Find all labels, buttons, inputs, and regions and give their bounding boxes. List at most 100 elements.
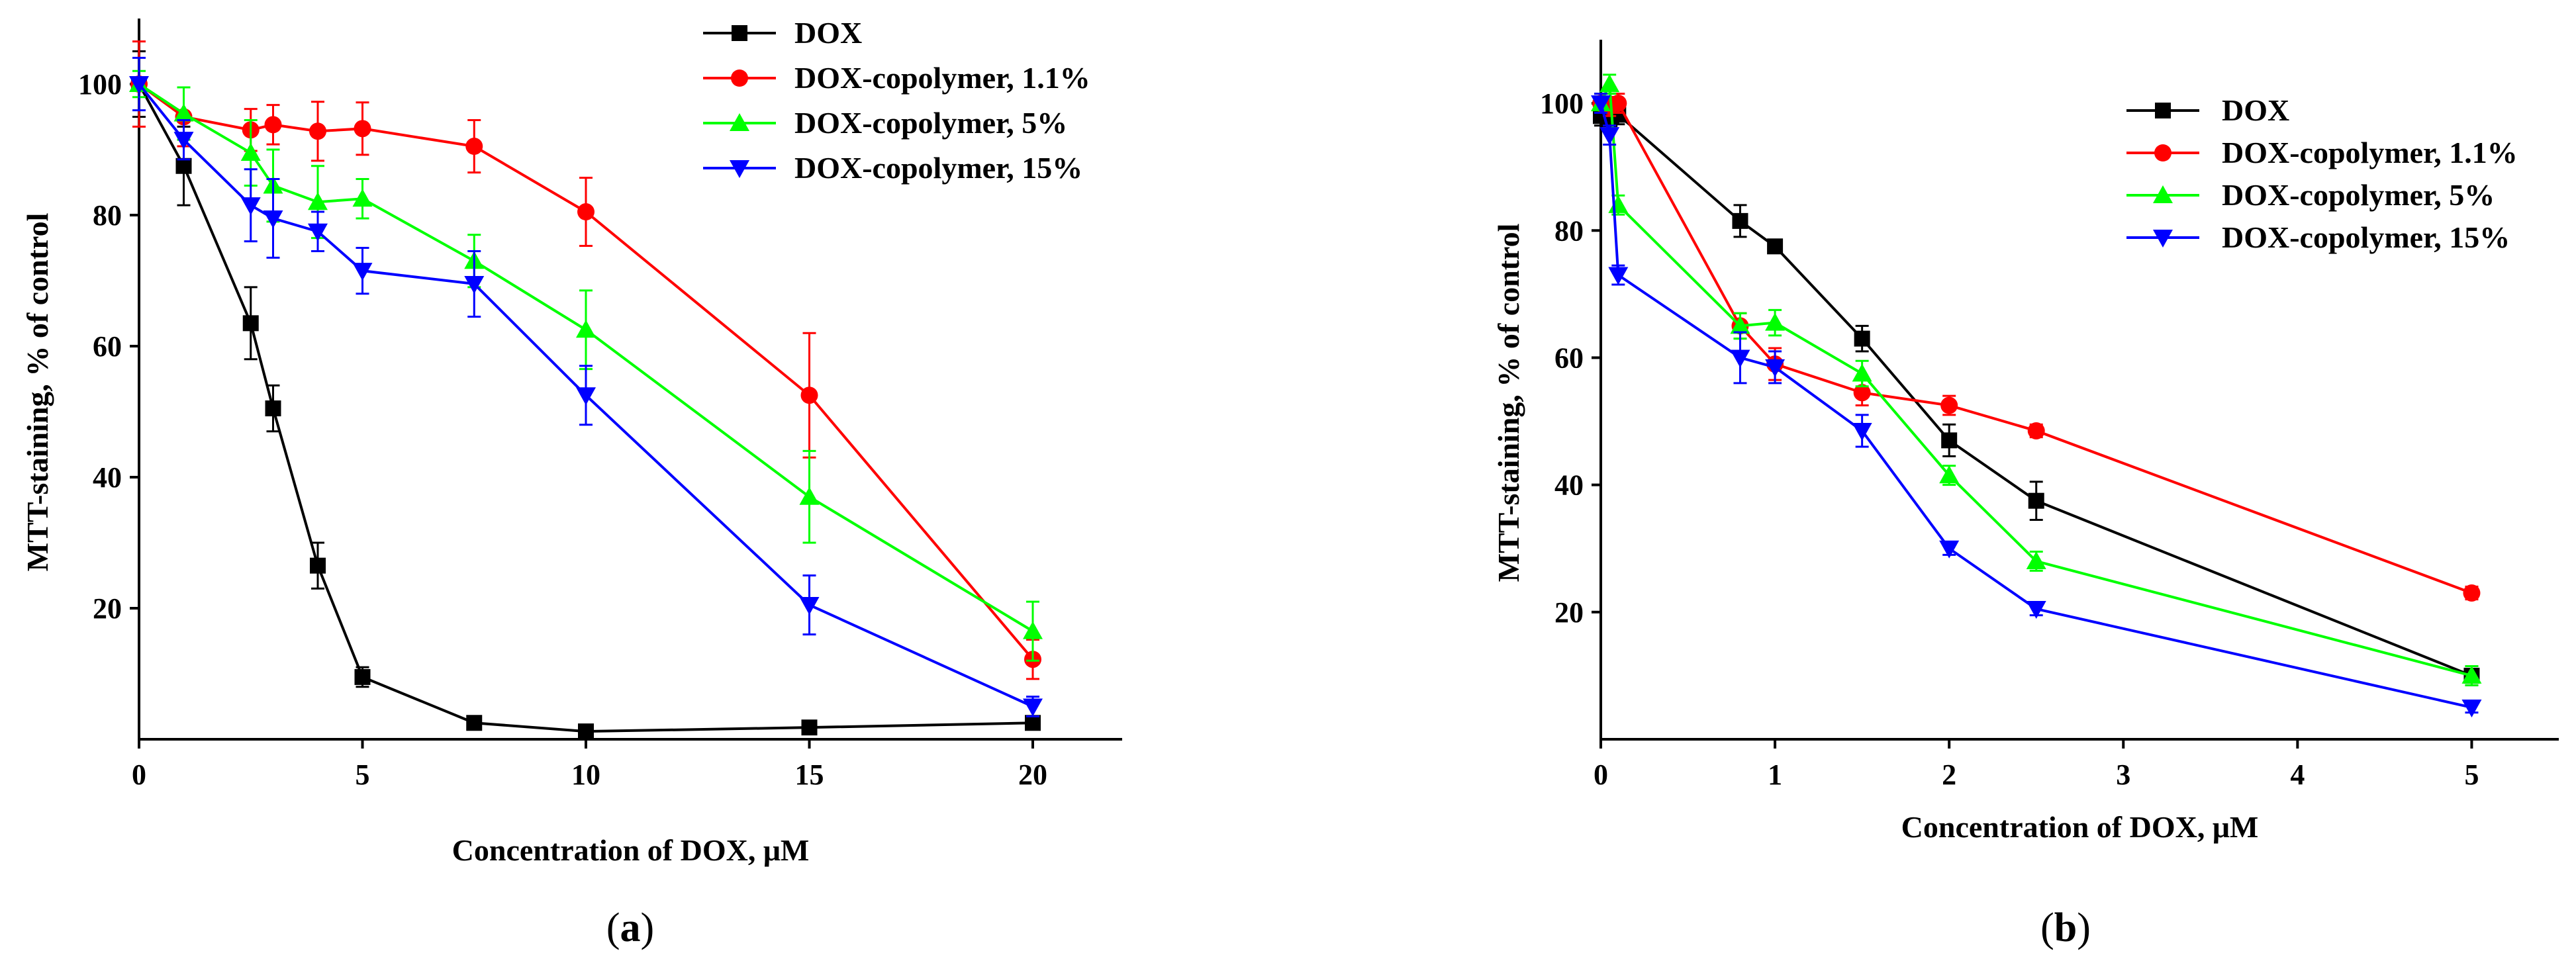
data-point: [2463, 584, 2481, 602]
y-tick-label: 100: [1540, 87, 1584, 120]
panel-label-close: ): [2077, 905, 2091, 950]
x-tick-label: 3: [2116, 758, 2130, 791]
legend-marker: [730, 113, 749, 131]
data-point: [2461, 699, 2482, 717]
x-axis-title: Concentration of DOX, μM: [452, 833, 810, 867]
data-point: [2026, 601, 2046, 619]
data-point: [1608, 195, 1629, 213]
legend-marker: [2153, 185, 2173, 203]
panel-label-open: (: [2040, 905, 2054, 950]
legend-label: DOX-copolymer, 1.1%: [2222, 136, 2518, 169]
data-point: [352, 189, 373, 207]
data-point: [2026, 551, 2046, 569]
data-point: [173, 132, 194, 150]
data-point: [577, 203, 595, 221]
panel-label-open: (: [606, 905, 620, 950]
data-point: [1852, 422, 1872, 441]
legend-label: DOX: [794, 16, 862, 50]
data-point: [1599, 127, 1620, 146]
x-tick-label: 10: [571, 758, 600, 791]
series-4: [1591, 93, 2482, 717]
panel-label-letter: b: [2054, 905, 2077, 950]
y-axis-title: MTT-staining, % of control: [1492, 224, 1525, 582]
data-point: [1939, 540, 1960, 559]
chart-panel-2: 0 1 2 3 4 5 20 40 60 80 100 Concentration of DOX, μ…: [1492, 40, 2559, 950]
chart-panel-1: 0 5 10 15 20 20 40 60 80 100 Concentration of DOX,…: [21, 16, 1122, 950]
series-line: [138, 83, 1034, 633]
legend-label: DOX-copolymer, 1.1%: [794, 61, 1090, 95]
data-point: [240, 197, 261, 216]
y-tick-label: 40: [93, 461, 122, 494]
legend-label: DOX-copolymer, 5%: [794, 106, 1067, 140]
legend-label: DOX-copolymer, 15%: [794, 151, 1082, 185]
series-line: [138, 83, 1034, 661]
legend-marker: [732, 25, 747, 41]
y-tick-label: 60: [1554, 342, 1584, 374]
data-point: [1941, 432, 1958, 449]
y-tick-label: 20: [1554, 596, 1584, 629]
data-point: [310, 557, 326, 574]
series-line: [138, 83, 1033, 733]
data-point: [1730, 316, 1750, 334]
legend-label: DOX: [2222, 93, 2289, 127]
data-point: [308, 223, 328, 242]
data-point: [129, 76, 149, 94]
x-tick-label: 0: [132, 758, 146, 791]
data-point: [465, 138, 483, 156]
y-tick-label: 100: [78, 68, 122, 101]
y-tick-label: 40: [1554, 469, 1584, 502]
data-point: [265, 400, 281, 417]
data-point: [799, 597, 820, 616]
series-3: [1591, 73, 2482, 686]
data-point: [1023, 621, 1043, 639]
data-point: [242, 315, 259, 332]
data-point: [2028, 492, 2044, 509]
y-axis-title: MTT-staining, % of control: [21, 213, 54, 572]
series-line: [1599, 83, 2472, 677]
series-4: [129, 56, 1043, 717]
data-point: [466, 715, 483, 731]
data-point: [801, 719, 818, 736]
data-point: [354, 668, 371, 685]
data-point: [2461, 665, 2482, 684]
data-point: [264, 116, 282, 134]
data-point: [1732, 212, 1748, 229]
data-point: [263, 210, 283, 228]
panel-label-letter: a: [620, 905, 641, 950]
x-tick-label: 20: [1018, 758, 1047, 791]
x-tick-label: 4: [2290, 758, 2305, 791]
data-point: [308, 192, 328, 210]
data-point: [800, 387, 818, 404]
series-3: [129, 69, 1043, 662]
data-point: [464, 275, 485, 294]
data-point: [1852, 363, 1872, 382]
legend: DOX DOX-copolymer, 1.1% DOX-copolymer, 5% D…: [703, 16, 1090, 185]
data-point: [354, 120, 371, 138]
data-point: [240, 142, 261, 161]
data-point: [1023, 698, 1043, 717]
data-point: [578, 723, 594, 740]
x-tick-label: 5: [356, 758, 370, 791]
data-point: [1853, 384, 1871, 402]
legend-marker: [731, 69, 748, 87]
legend-marker: [2154, 144, 2171, 161]
x-tick-label: 15: [795, 758, 824, 791]
y-tick-label: 60: [93, 330, 122, 363]
x-tick-label: 5: [2464, 758, 2479, 791]
x-tick-label: 1: [1768, 758, 1782, 791]
data-point: [1599, 74, 1620, 93]
data-point: [1854, 330, 1870, 347]
data-point: [1939, 465, 1960, 484]
data-point: [2027, 422, 2045, 439]
series-line: [138, 83, 1033, 708]
data-point: [1730, 349, 1750, 368]
data-point: [1765, 359, 1786, 377]
y-tick-label: 80: [93, 199, 122, 232]
legend-label: DOX-copolymer, 5%: [2222, 178, 2495, 212]
legend-label: DOX-copolymer, 15%: [2222, 220, 2510, 254]
data-point: [309, 122, 326, 140]
data-point: [1608, 267, 1629, 285]
data-point: [1940, 396, 1958, 414]
panel-label-close: ): [641, 905, 655, 950]
